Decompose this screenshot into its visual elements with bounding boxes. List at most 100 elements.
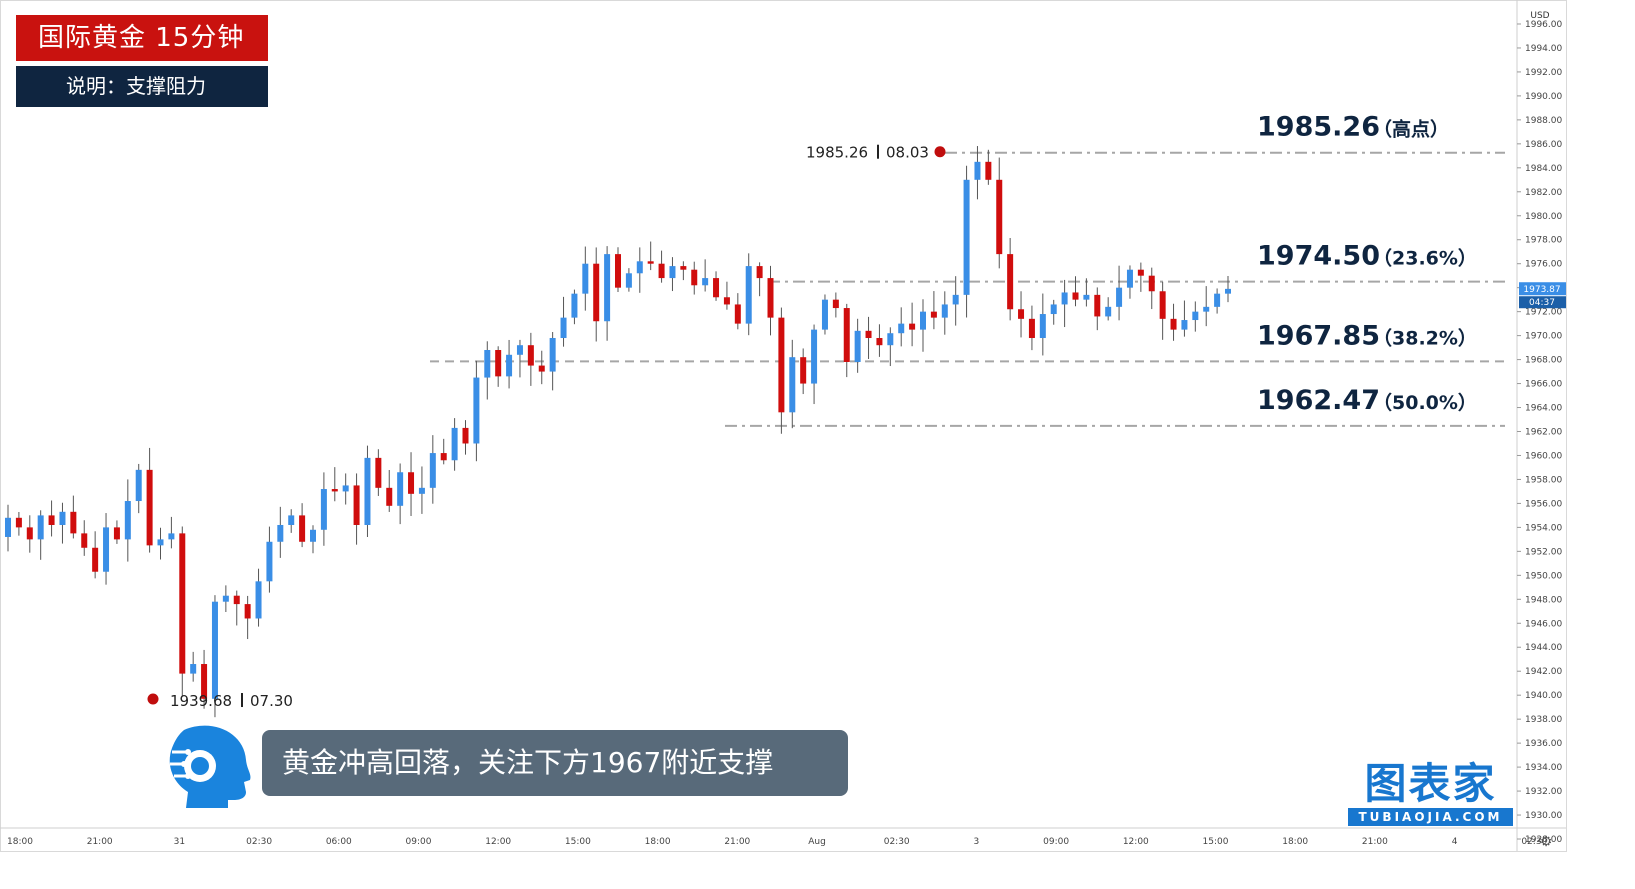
- price-tick-label: 1940.00: [1525, 691, 1562, 701]
- candle-body: [1192, 311, 1199, 321]
- candle-body: [1126, 269, 1133, 288]
- candle-body: [778, 317, 785, 413]
- bearish-candle: [767, 265, 774, 336]
- candle-body: [59, 511, 66, 525]
- time-tick-label: 09:00: [1043, 837, 1069, 847]
- bullish-candle: [920, 299, 926, 352]
- price-tick-label: 1936.00: [1525, 739, 1562, 749]
- bullish-candle: [1225, 275, 1231, 303]
- bearish-candle: [1159, 281, 1166, 340]
- candle-body: [375, 457, 382, 488]
- brand-name: 图表家: [1364, 759, 1497, 808]
- bullish-candle: [506, 339, 513, 389]
- bullish-candle: [5, 504, 11, 552]
- candle-body: [952, 294, 959, 305]
- bearish-candle: [92, 531, 99, 579]
- bullish-candle: [288, 509, 295, 533]
- time-tick-label: Aug: [808, 837, 826, 847]
- time-tick-label: 15:00: [1203, 837, 1229, 847]
- price-tick-label: 1950.00: [1525, 571, 1562, 581]
- candle-body: [353, 485, 360, 525]
- bearish-candle: [1094, 287, 1101, 331]
- candle-body: [691, 269, 698, 286]
- low-date-label: 07.30: [250, 692, 293, 710]
- candle-body: [103, 527, 110, 572]
- level-value: 1974.50: [1257, 241, 1380, 272]
- candle-body: [1083, 294, 1090, 300]
- candle-body: [1116, 287, 1123, 307]
- level-note: （高点）: [1373, 118, 1449, 141]
- bearish-candle: [1170, 303, 1177, 341]
- price-tick-label: 1972.00: [1525, 308, 1562, 318]
- candle-body: [854, 330, 861, 362]
- bearish-candle: [1072, 276, 1079, 307]
- bullish-candle: [549, 332, 556, 391]
- time-tick-label: 18:00: [1282, 837, 1308, 847]
- chart-frame: [0, 0, 1567, 852]
- candle-body: [70, 511, 77, 534]
- bullish-candle: [190, 651, 197, 682]
- bearish-candle: [1137, 262, 1144, 292]
- candle-body: [506, 354, 513, 377]
- candle-body: [1018, 309, 1025, 319]
- candle-body: [865, 330, 872, 339]
- candle-body: [832, 299, 839, 309]
- candle-body: [745, 266, 752, 324]
- candle-body: [887, 333, 894, 346]
- candle-body: [310, 529, 316, 542]
- high-price-label: 1985.26: [806, 144, 868, 162]
- candle-body: [92, 547, 99, 572]
- time-tick-label: 21:00: [1362, 837, 1388, 847]
- level-lines: [430, 151, 1505, 427]
- bearish-candle: [909, 302, 916, 347]
- candle-body: [702, 278, 709, 286]
- price-tick-label: 1970.00: [1525, 332, 1562, 342]
- bearish-candle: [876, 324, 883, 357]
- bullish-candle: [310, 525, 316, 554]
- candle-body: [288, 515, 295, 525]
- bullish-candle: [342, 473, 349, 505]
- bearish-candle: [440, 438, 447, 465]
- candle-body: [963, 179, 970, 295]
- bullish-candle: [1203, 286, 1210, 327]
- price-tick-label: 1946.00: [1525, 619, 1562, 629]
- candle-body: [1094, 294, 1101, 317]
- bearish-candle: [734, 293, 741, 330]
- settings-gear-icon: ⚙: [1540, 834, 1553, 850]
- candle-body: [418, 487, 425, 494]
- bullish-candle: [702, 259, 709, 292]
- candle-body: [647, 261, 654, 264]
- time-tick-label: 4: [1452, 837, 1458, 847]
- candle-body: [1225, 288, 1231, 294]
- price-tick-label: 1982.00: [1525, 188, 1562, 198]
- price-tick-label: 1996.00: [1525, 20, 1562, 30]
- bearish-candle: [985, 149, 992, 185]
- high-date-label: 08.03: [886, 144, 929, 162]
- time-tick-label: 18:00: [7, 837, 33, 847]
- candle-body: [593, 263, 600, 322]
- bullish-candle: [1039, 293, 1046, 356]
- candle-body: [1214, 293, 1221, 307]
- candle-body: [789, 357, 796, 413]
- low-price-label: 1939.68: [170, 692, 232, 710]
- candle-body: [898, 323, 905, 334]
- bearish-candle: [527, 332, 534, 386]
- bullish-candle: [37, 510, 44, 560]
- time-tick-label: 06:00: [326, 837, 352, 847]
- candle-body: [1181, 320, 1188, 330]
- candle-body: [5, 517, 11, 537]
- time-tick-label: 09:00: [406, 837, 432, 847]
- bearish-candle: [713, 271, 720, 301]
- candle-body: [1170, 318, 1177, 330]
- price-tick-label: 1978.00: [1525, 236, 1562, 246]
- bearish-candle: [723, 281, 730, 310]
- candle-body: [81, 533, 88, 548]
- candle-body: [723, 297, 730, 305]
- price-tick-label: 1932.00: [1525, 787, 1562, 797]
- bullish-candle: [1126, 265, 1133, 299]
- price-tick-label: 1928.00: [1525, 835, 1562, 845]
- bearish-candle: [1007, 238, 1014, 321]
- bullish-candle: [582, 246, 589, 311]
- bullish-candle: [451, 418, 458, 471]
- price-axis: USD 1928.00 1930.00 1932.00 1934.00 1936.00 19…: [1517, 11, 1566, 845]
